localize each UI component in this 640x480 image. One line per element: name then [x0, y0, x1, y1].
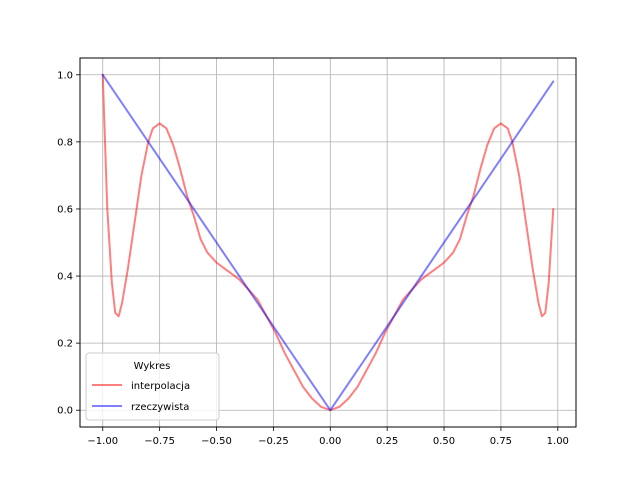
x-tick-label: 1.00 [547, 436, 569, 447]
legend-label-interpolacja: interpolacja [131, 381, 190, 392]
legend-box [85, 352, 220, 421]
legend: Wykres interpolacja rzeczywista [85, 352, 220, 421]
x-axis: −1.00 −0.75 −0.50 −0.25 0.00 0.25 0.50 0.75 1.00 [87, 427, 569, 447]
x-tick-label: 0.00 [319, 436, 341, 447]
legend-label-rzeczywista: rzeczywista [131, 402, 189, 413]
series-line-rzeczywista [101, 73, 555, 412]
y-tick-label: 1.0 [57, 70, 73, 81]
y-tick-label: 0.2 [57, 339, 73, 350]
y-tick-label: 0.8 [57, 137, 73, 148]
series-line-interpolacja [101, 73, 555, 412]
x-tick-label: 0.75 [490, 436, 512, 447]
plot-frame [79, 57, 577, 428]
y-tick-label: 0.4 [57, 272, 73, 283]
x-tick-label: −1.00 [87, 436, 118, 447]
x-tick-label: 0.50 [433, 436, 455, 447]
y-axis: 0.0 0.2 0.4 0.6 0.8 1.0 [57, 70, 80, 417]
legend-title: Wykres [134, 361, 171, 372]
x-tick-label: 0.25 [376, 436, 398, 447]
series-layer [101, 73, 555, 412]
x-tick-label: −0.25 [258, 436, 289, 447]
y-tick-label: 0.0 [57, 406, 73, 417]
x-tick-label: −0.50 [201, 436, 232, 447]
x-tick-label: −0.75 [144, 436, 175, 447]
y-tick-label: 0.6 [57, 204, 73, 215]
